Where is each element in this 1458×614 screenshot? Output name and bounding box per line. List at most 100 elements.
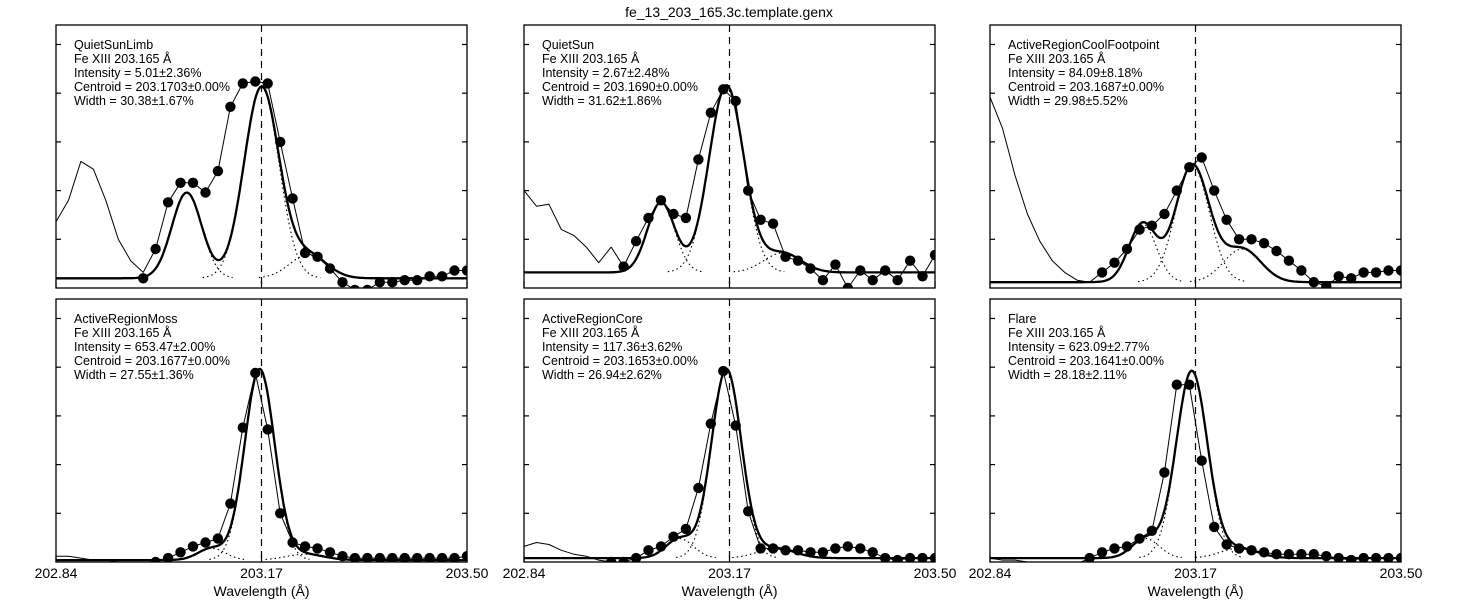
data-point (412, 275, 423, 286)
gaussian-component-line (1195, 547, 1284, 559)
gaussian-component-line (1102, 223, 1184, 282)
data-point (917, 271, 928, 282)
data-point (374, 552, 385, 562)
data-point (1395, 265, 1401, 276)
data-point (1209, 185, 1220, 196)
data-point (461, 265, 467, 276)
data-point (668, 208, 679, 220)
total-fit-line (524, 84, 935, 274)
data-point (1296, 549, 1307, 560)
data-point (730, 420, 741, 431)
total-fit-line (56, 367, 467, 562)
data-point (1233, 234, 1245, 245)
data-point (817, 275, 829, 286)
data-point (212, 533, 224, 544)
data-point (904, 552, 916, 562)
data-point (867, 547, 878, 558)
data-point (312, 251, 323, 262)
data-point (1221, 539, 1232, 550)
data-point (461, 551, 467, 562)
data-point (262, 78, 273, 89)
data-point (755, 214, 766, 225)
panel-annotation-line: Fe XIII 203.165 Å (1008, 51, 1106, 66)
data-point (892, 275, 903, 286)
data-point (1308, 549, 1320, 560)
data-point (718, 365, 729, 377)
data-point (1258, 547, 1270, 558)
panel-annotation-line: Width = 30.38±1.67% (74, 94, 194, 108)
x-axis-title: Wavelength (Å) (682, 583, 778, 599)
data-point (250, 367, 261, 379)
panel-annotation-line: Intensity = 84.09±8.18% (1008, 66, 1142, 80)
data-point (643, 212, 654, 224)
data-point (929, 552, 935, 562)
data-point (1333, 552, 1344, 562)
x-tick-label: 203.50 (446, 565, 489, 581)
data-point (693, 154, 704, 165)
data-point (1233, 543, 1245, 554)
data-point (162, 197, 174, 208)
data-point (855, 543, 866, 554)
gaussian-component-line (209, 368, 310, 560)
data-point (1096, 267, 1108, 278)
data-point (904, 255, 916, 266)
data-point (630, 552, 642, 562)
panel-annotation-line: Fe XIII 203.165 Å (542, 51, 640, 66)
data-point (1159, 467, 1170, 478)
panel-annotation-line: Centroid = 203.1677±0.00% (74, 354, 230, 368)
data-point (1171, 379, 1183, 390)
data-point (1096, 547, 1108, 558)
panel-annotation-line: Intensity = 5.01±2.36% (74, 66, 201, 80)
data-point (187, 541, 199, 552)
data-point (436, 271, 448, 282)
x-tick-label: 202.84 (969, 565, 1012, 581)
data-point (1146, 220, 1158, 231)
data-point (1121, 243, 1133, 255)
data-point (1271, 245, 1282, 257)
data-point (618, 261, 629, 272)
data-point (842, 282, 853, 288)
panel-annotation-line: Intensity = 623.09±2.77% (1008, 340, 1149, 354)
data-point (855, 265, 866, 276)
data-point (705, 107, 716, 118)
data-point (830, 259, 841, 270)
panel-annotation-line: Centroid = 203.1653±0.00% (542, 354, 698, 368)
data-point (1283, 255, 1295, 266)
data-point (275, 136, 286, 148)
data-point (830, 543, 841, 554)
panel-annotation-line: Width = 29.98±5.52% (1008, 94, 1128, 108)
data-point (755, 543, 766, 554)
gaussian-component-line (139, 192, 233, 279)
observed-spectrum-line (56, 81, 467, 288)
data-point (250, 76, 261, 87)
data-point (399, 552, 410, 562)
data-point (162, 552, 174, 562)
data-point (237, 78, 248, 89)
data-point (1370, 552, 1382, 562)
x-tick-label: 203.50 (1380, 565, 1423, 581)
data-point (287, 193, 298, 204)
data-point (324, 263, 336, 274)
data-point (1383, 265, 1394, 276)
data-point (374, 277, 385, 288)
data-point (767, 543, 779, 554)
data-point (1221, 214, 1232, 225)
plot-area (990, 299, 1401, 562)
data-point (1209, 521, 1220, 533)
data-point (1121, 541, 1133, 552)
panel-annotation-line: Fe XIII 203.165 Å (74, 325, 172, 340)
data-point (1109, 543, 1120, 554)
data-point (792, 545, 804, 556)
data-point (1184, 379, 1195, 390)
plot-area (524, 25, 935, 288)
data-point (1358, 552, 1369, 562)
data-point (262, 424, 273, 435)
data-point (287, 537, 298, 548)
